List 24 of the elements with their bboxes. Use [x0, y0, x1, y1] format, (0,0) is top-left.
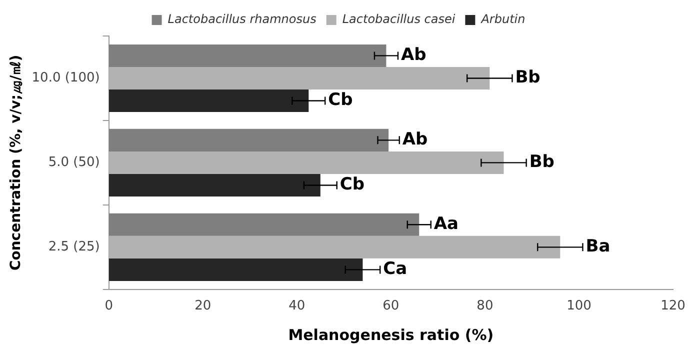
- y-tick-label: 10.0 (100): [32, 70, 100, 86]
- data-label: Bb: [529, 152, 554, 172]
- data-label: Ab: [402, 130, 428, 150]
- x-tick-label: 40: [288, 298, 306, 314]
- x-tick-label: 120: [660, 298, 686, 314]
- data-label: Cb: [340, 174, 365, 195]
- x-axis-title: Melanogenesis ratio (%): [288, 326, 494, 344]
- x-tick-label: 100: [566, 298, 592, 314]
- data-label: Aa: [434, 214, 459, 234]
- legend-label: Arbutin: [480, 12, 526, 26]
- x-tick-label: 80: [476, 298, 494, 314]
- legend-label: Lactobacillus rhamnosus: [168, 12, 316, 26]
- x-tick-label: 20: [194, 298, 212, 314]
- data-label: Ba: [586, 236, 610, 257]
- data-label: Ab: [400, 45, 426, 66]
- x-tick-label: 60: [382, 298, 400, 314]
- y-axis-title: Concentration (%, v/v;㎍/㎖): [8, 54, 24, 271]
- y-tick-label: 2.5 (25): [48, 240, 100, 255]
- y-tick-label: 5.0 (50): [48, 155, 100, 170]
- legend-label: Lactobacillus casei: [342, 12, 456, 26]
- x-tick-label: 0: [104, 298, 113, 314]
- data-label: Ca: [383, 259, 408, 280]
- data-label: Cb: [328, 90, 353, 110]
- data-label: Bb: [515, 68, 540, 88]
